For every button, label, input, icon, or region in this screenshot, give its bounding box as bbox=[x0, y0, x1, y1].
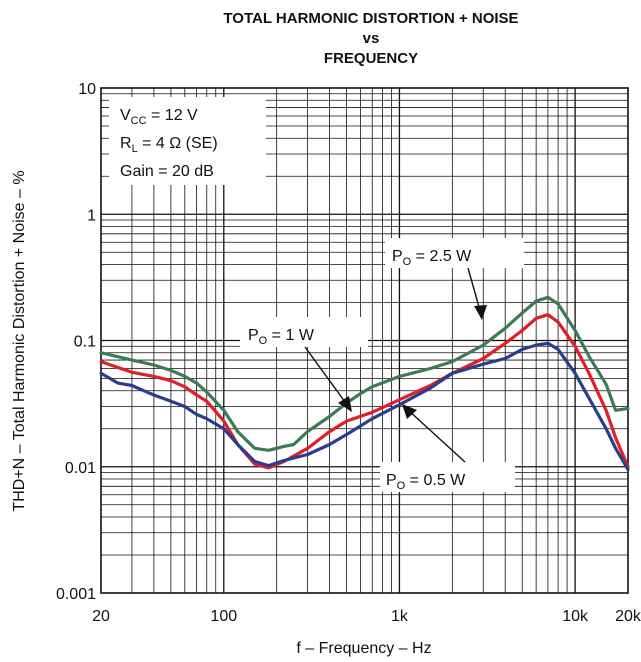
x-tick-label: 100 bbox=[210, 608, 237, 625]
x-axis-label: f – Frequency – Hz bbox=[296, 640, 431, 657]
conditions-box: VCC = 12 V RL = 4 Ω (SE) Gain = 20 dB bbox=[109, 97, 266, 185]
series-line-2 bbox=[99, 341, 630, 472]
y-axis-label: THD+N – Total Harmonic Distortion + Nois… bbox=[11, 170, 28, 511]
y-tick-label: 0.1 bbox=[74, 334, 96, 351]
arrow-0p5w bbox=[407, 409, 466, 463]
y-tick-label: 10 bbox=[78, 81, 96, 98]
y-tick-labels: 0.001 0.01 0.1 1 10 bbox=[56, 81, 96, 603]
x-tick-label: 1k bbox=[391, 608, 409, 625]
rl-condition: RL = 4 Ω (SE) bbox=[120, 135, 218, 155]
chart-title-line-1: TOTAL HARMONIC DISTORTION + NOISE bbox=[223, 10, 518, 27]
svg-text:PO = 0.5 W: PO = 0.5 W bbox=[386, 472, 466, 492]
svg-text:PO = 1 W: PO = 1 W bbox=[248, 327, 315, 347]
x-tick-label: 10k bbox=[562, 608, 589, 625]
arrowhead-1w bbox=[338, 396, 352, 412]
annotation-1w: PO = 1 W bbox=[240, 317, 368, 412]
x-tick-label: 20 bbox=[92, 608, 110, 625]
y-tick-label: 1 bbox=[87, 207, 96, 224]
plot-frame bbox=[100, 87, 629, 594]
series-lines bbox=[99, 295, 630, 472]
arrow-1w bbox=[304, 346, 349, 407]
series-line-0 bbox=[99, 295, 630, 452]
svg-text:PO = 2.5 W: PO = 2.5 W bbox=[392, 248, 472, 268]
chart-title-line-3: FREQUENCY bbox=[324, 50, 418, 67]
chart-title-line-2: vs bbox=[363, 30, 380, 47]
arrowhead-0p5w bbox=[402, 404, 417, 419]
annotation-0p5w: PO = 0.5 W bbox=[380, 404, 515, 492]
y-tick-label: 0.01 bbox=[65, 460, 96, 477]
vcc-condition: VCC = 12 V bbox=[120, 107, 198, 127]
y-tick-label: 0.001 bbox=[56, 586, 96, 603]
x-tick-labels: 20 100 1k 10k 20k bbox=[92, 608, 641, 625]
series-line-1 bbox=[99, 313, 630, 470]
arrowhead-2p5w bbox=[474, 305, 487, 320]
x-tick-label: 20k bbox=[615, 608, 641, 625]
annotation-2p5w: PO = 2.5 W bbox=[385, 238, 524, 320]
gain-condition: Gain = 20 dB bbox=[120, 163, 214, 180]
